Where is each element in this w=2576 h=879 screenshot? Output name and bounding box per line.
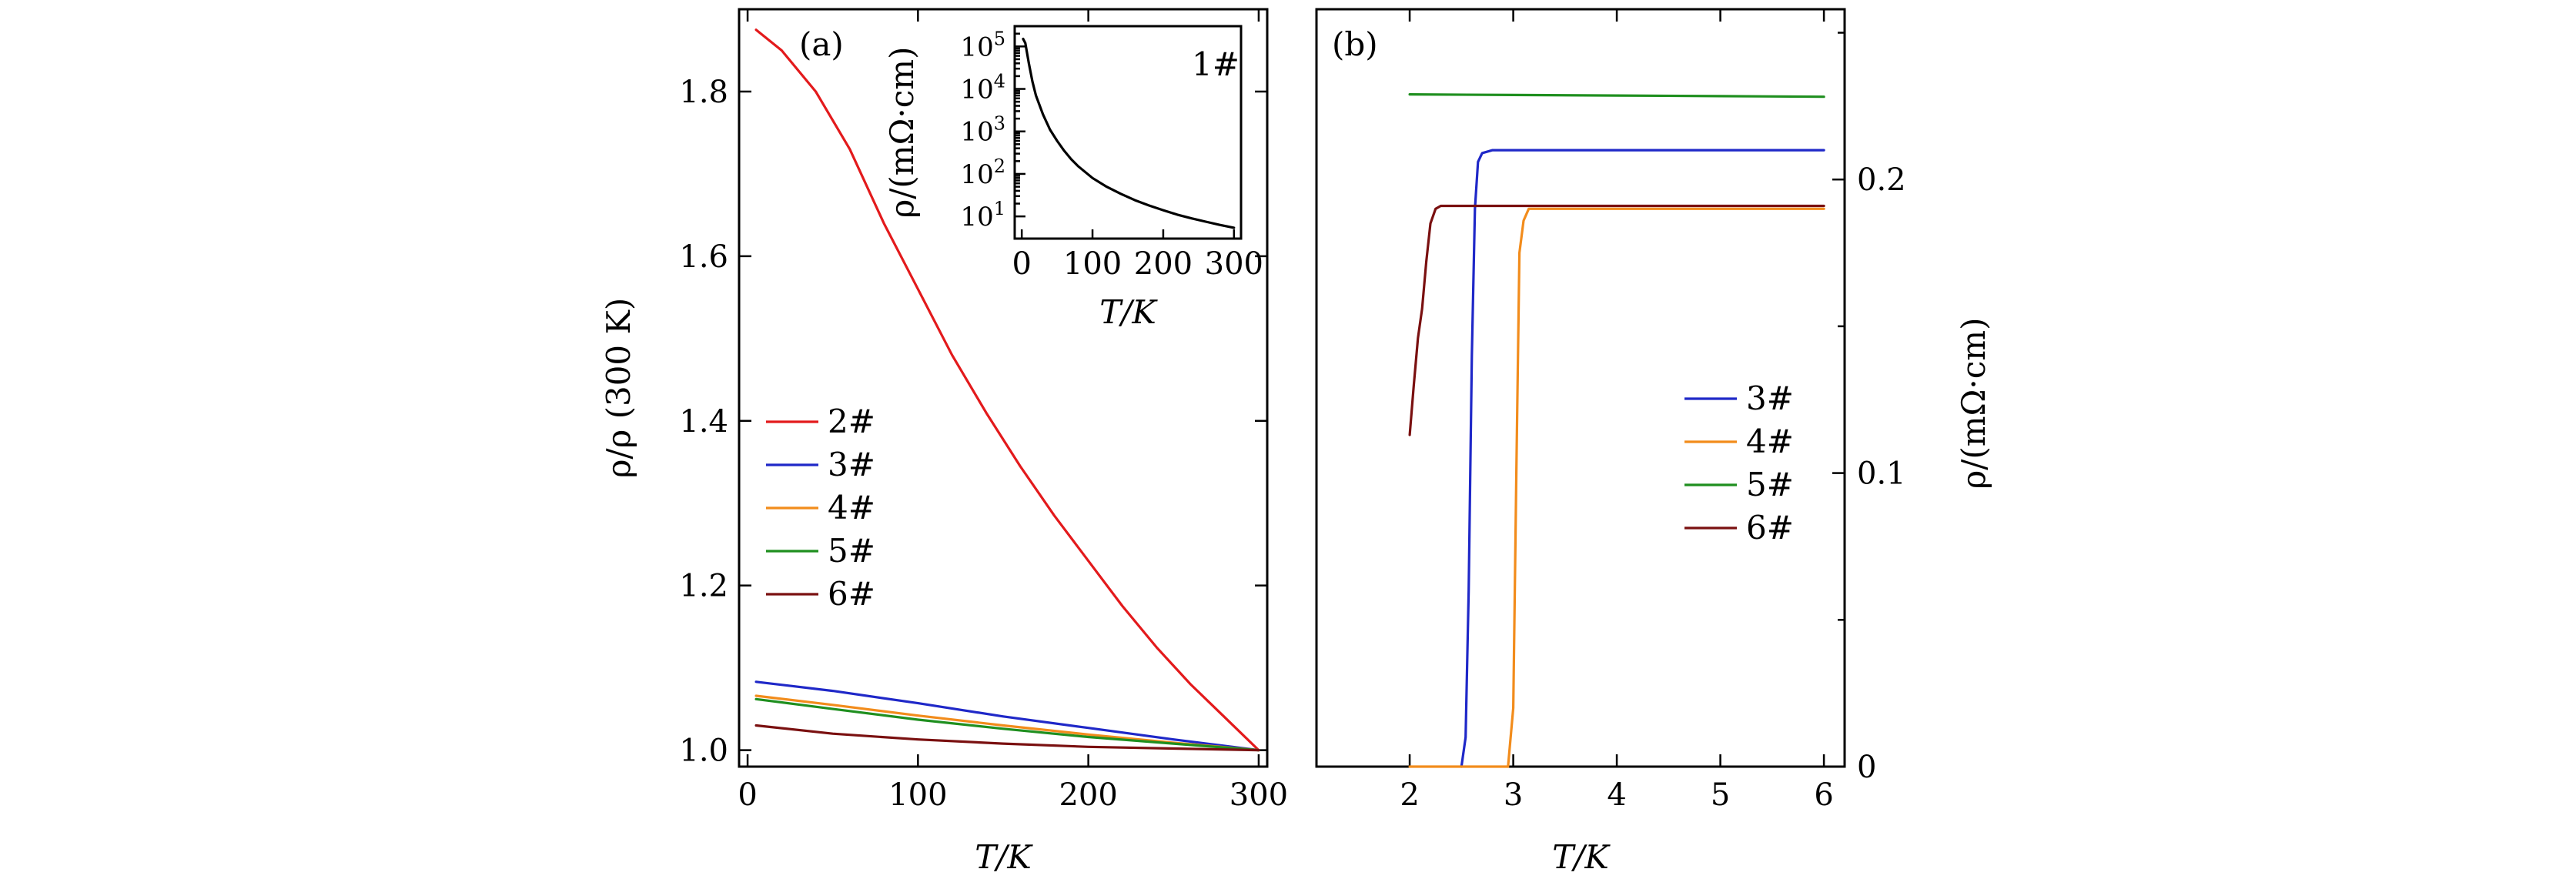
panel-b-x-tick-label: 2	[1400, 777, 1419, 813]
panel-a-frame	[738, 8, 1269, 768]
panel-a-y-tick-label: 1.6	[679, 239, 728, 275]
panel-b-x-tick-label: 6	[1814, 777, 1833, 813]
panel-a-y-tick-label: 1.0	[679, 734, 728, 769]
legend-label-5#: 5#	[1746, 466, 1794, 503]
panel-a-x-ticks: 0 100 200 300	[738, 9, 1288, 813]
inset-x-tick-label: 200	[1134, 246, 1193, 282]
series-line-2#	[754, 28, 1260, 752]
inset-x-tick-label: 100	[1063, 246, 1122, 282]
series-line-3#	[1460, 149, 1825, 768]
panel-b-x-tick-label: 3	[1504, 777, 1523, 813]
inset-y-tick-label: 102	[960, 155, 1005, 190]
series-line-4#	[754, 694, 1260, 752]
series-line-5#	[1408, 92, 1825, 99]
legend-label-5#: 5#	[828, 532, 875, 570]
inset-x-ticks: 0 100 200 300	[1012, 229, 1263, 282]
inset-y-ticks: 101 102 103 104 105	[960, 28, 1025, 232]
panel-a-x-tick-label: 300	[1229, 777, 1288, 813]
panel-b-series	[1408, 92, 1825, 768]
panel-b-x-tick-label: 5	[1711, 777, 1730, 813]
panel-a: (a) 0 100 200 300 1.0 1.2 1.4 1.6 1.8 T/K ρ/ρ (…	[600, 8, 1288, 876]
series-line-6#	[754, 724, 1260, 752]
panel-b-y-axis-label: ρ/(mΩ·cm)	[1955, 318, 1992, 490]
panel-a-y-ticks: 1.0 1.2 1.4 1.6 1.8	[679, 75, 1267, 769]
inset: 0 100 200 300 101 102 103 104 105 1# T/K ρ/(mΩ·…	[883, 25, 1263, 331]
panel-b: (b) 2 3 4 5 6 0 0.1 0.2 T/K ρ/(mΩ·cm) 3# 4# 5# 6#	[1315, 8, 1992, 876]
panel-b-x-axis-label: T/K	[1552, 838, 1611, 876]
panel-a-y-axis-label: ρ/ρ (300 K)	[600, 298, 637, 479]
panel-b-y-ticks: 0 0.1 0.2	[1832, 32, 1906, 785]
panel-b-x-tick-label: 4	[1607, 777, 1626, 813]
inset-y-tick-label: 104	[960, 71, 1005, 105]
legend-label-3#: 3#	[828, 446, 875, 483]
panel-a-y-tick-label: 1.4	[679, 404, 728, 440]
legend-label-6#: 6#	[828, 575, 875, 613]
panel-a-y-tick-label: 1.8	[679, 75, 728, 110]
panel-a-x-tick-label: 100	[888, 777, 947, 813]
inset-series	[1022, 37, 1236, 229]
panel-b-x-ticks: 2 3 4 5 6	[1400, 9, 1834, 813]
panel-b-label: (b)	[1332, 25, 1378, 63]
series-line-4#	[1408, 207, 1825, 768]
legend-label-3#: 3#	[1746, 379, 1794, 417]
series-line-3#	[754, 680, 1260, 752]
inset-y-axis-label: ρ/(mΩ·cm)	[883, 47, 921, 219]
inset-x-tick-label: 0	[1012, 246, 1031, 282]
inset-y-tick-label: 105	[960, 28, 1005, 62]
legend-label-6#: 6#	[1746, 509, 1794, 546]
series-line-5#	[754, 697, 1260, 752]
panel-b-y-tick-label: 0.2	[1857, 162, 1906, 198]
legend-label-2#: 2#	[828, 403, 875, 440]
inset-x-axis-label: T/K	[1099, 293, 1158, 331]
panel-a-x-axis-label: T/K	[975, 838, 1033, 876]
inset-series-line-1#	[1022, 37, 1236, 229]
panel-a-x-tick-label: 200	[1059, 777, 1117, 813]
panel-a-legend: 2# 3# 4# 5# 6#	[766, 403, 875, 613]
panel-b-legend: 3# 4# 5# 6#	[1684, 379, 1794, 546]
panel-a-y-tick-label: 1.2	[679, 569, 728, 604]
panel-a-series	[754, 28, 1260, 752]
panel-a-x-tick-label: 0	[738, 777, 757, 813]
panel-b-frame	[1315, 8, 1846, 768]
inset-x-tick-label: 300	[1205, 246, 1263, 282]
legend-label-4#: 4#	[1746, 423, 1794, 460]
legend-label-4#: 4#	[828, 489, 875, 526]
series-line-6#	[1408, 204, 1825, 436]
panel-b-y-tick-label: 0.1	[1857, 456, 1906, 492]
inset-annotation: 1#	[1192, 45, 1239, 83]
inset-y-tick-label: 101	[960, 198, 1005, 232]
inset-y-tick-label: 103	[960, 113, 1005, 148]
panel-a-label: (a)	[799, 25, 844, 63]
panel-b-y-tick-label: 0	[1857, 750, 1876, 785]
